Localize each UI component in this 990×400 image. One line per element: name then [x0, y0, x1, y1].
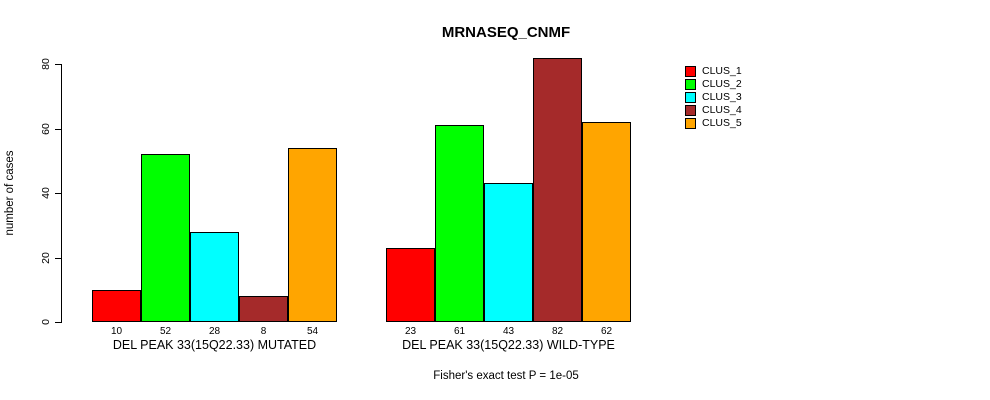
legend-label: CLUS_2	[702, 78, 742, 90]
y-axis-label: number of cases	[4, 150, 16, 236]
legend-label: CLUS_1	[702, 65, 742, 77]
y-axis-tick	[55, 193, 61, 194]
bar-value-label: 28	[208, 326, 221, 337]
bar-value-label: 61	[453, 326, 466, 337]
chart-title: MRNASEQ_CNMF	[441, 24, 571, 41]
legend-swatch-clus_1	[685, 66, 696, 77]
bar-value-label: 82	[551, 326, 564, 337]
y-tick-label: 40	[40, 187, 52, 199]
legend-swatch-clus_2	[685, 79, 696, 90]
bar-clus_1-group1	[92, 290, 141, 322]
y-axis-tick	[55, 64, 61, 65]
y-axis-tick	[55, 129, 61, 130]
y-axis-tick	[55, 258, 61, 259]
bar-clus_4-group1	[239, 296, 288, 322]
legend-swatch-clus_5	[685, 118, 696, 129]
legend-swatch-clus_4	[685, 105, 696, 116]
legend-label: CLUS_5	[702, 117, 742, 129]
y-axis-tick	[55, 322, 61, 323]
bar-value-label: 8	[260, 326, 267, 337]
bar-clus_3-group2	[484, 183, 533, 322]
group-label: DEL PEAK 33(15Q22.33) MUTATED	[112, 338, 317, 352]
legend-label: CLUS_4	[702, 104, 742, 116]
y-tick-label: 20	[40, 252, 52, 264]
footnote: Fisher's exact test P = 1e-05	[433, 370, 579, 382]
bar-value-label: 52	[159, 326, 172, 337]
bar-value-label: 43	[502, 326, 515, 337]
y-tick-label: 0	[40, 319, 52, 325]
bar-clus_1-group2	[386, 248, 435, 322]
group-label: DEL PEAK 33(15Q22.33) WILD-TYPE	[402, 338, 615, 352]
bar-clus_4-group2	[533, 58, 582, 322]
bar-clus_3-group1	[190, 232, 239, 322]
bar-value-label: 10	[110, 326, 123, 337]
legend-swatch-clus_3	[685, 92, 696, 103]
bar-value-label: 54	[306, 326, 319, 337]
bar-value-label: 62	[600, 326, 613, 337]
bar-value-label: 23	[404, 326, 417, 337]
y-axis-line	[61, 64, 62, 323]
bar-clus_2-group1	[141, 154, 190, 322]
bar-clus_2-group2	[435, 125, 484, 322]
bar-clus_5-group2	[582, 122, 631, 322]
bar-clus_5-group1	[288, 148, 337, 322]
legend-label: CLUS_3	[702, 91, 742, 103]
y-tick-label: 60	[40, 123, 52, 135]
y-tick-label: 80	[40, 58, 52, 70]
